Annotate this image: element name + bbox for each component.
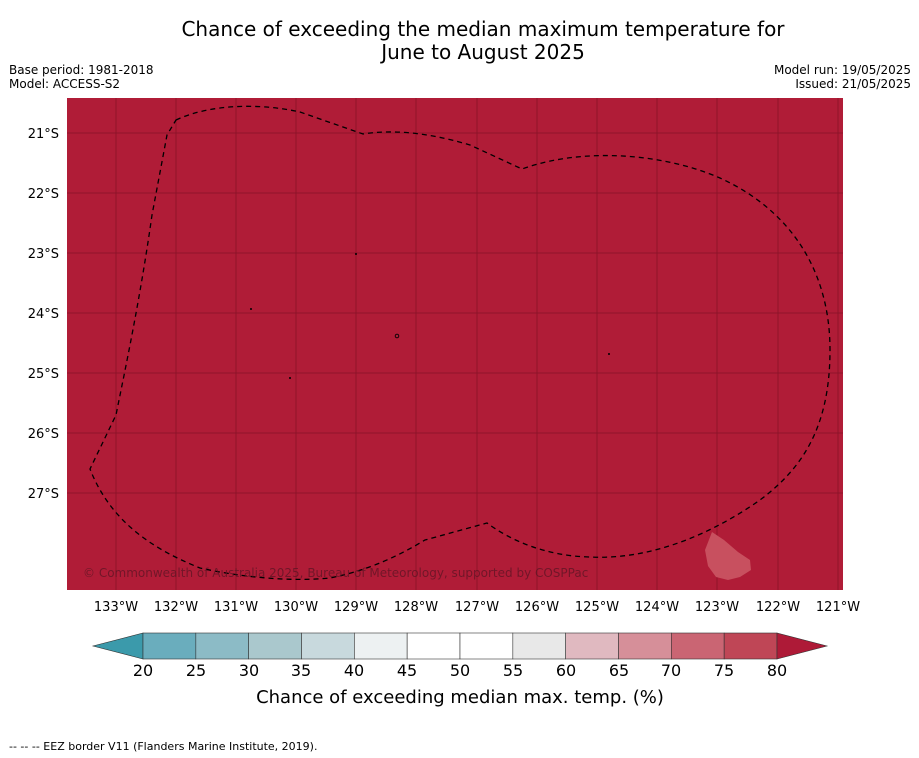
lon-label: 126°W bbox=[515, 600, 559, 615]
colorbar bbox=[91, 632, 829, 660]
meta-left: Base period: 1981-2018 Model: ACCESS-S2 bbox=[9, 63, 154, 91]
lon-label: 125°W bbox=[575, 600, 619, 615]
lat-label: 22°S bbox=[28, 187, 59, 202]
lon-label: 122°W bbox=[756, 600, 800, 615]
title-line-2: June to August 2025 bbox=[381, 40, 585, 64]
lon-label: 131°W bbox=[214, 600, 258, 615]
colorbar-swatch bbox=[512, 632, 566, 660]
colorbar-tick-labels: 20 25 30 35 40 45 50 55 60 65 70 75 80 bbox=[133, 661, 787, 680]
lat-label: 24°S bbox=[28, 307, 59, 322]
colorbar-tick: 80 bbox=[767, 661, 787, 680]
lighter-probability-patch bbox=[705, 532, 751, 580]
lon-label: 133°W bbox=[94, 600, 138, 615]
lon-label: 127°W bbox=[455, 600, 499, 615]
map-area bbox=[67, 98, 843, 590]
base-period: Base period: 1981-2018 bbox=[9, 63, 154, 77]
lat-label: 27°S bbox=[28, 487, 59, 502]
model-name: Model: ACCESS-S2 bbox=[9, 77, 121, 91]
colorbar-swatch bbox=[618, 632, 672, 660]
lat-label: 25°S bbox=[28, 367, 59, 382]
latitude-labels: 21°S 22°S 23°S 24°S 25°S 26°S 27°S bbox=[28, 127, 59, 502]
colorbar-swatch bbox=[142, 632, 197, 660]
lat-label: 26°S bbox=[28, 427, 59, 442]
issued-date: Issued: 21/05/2025 bbox=[795, 77, 911, 91]
colorbar-extend-low bbox=[91, 632, 144, 660]
colorbar-extend-high bbox=[776, 632, 829, 660]
eez-border bbox=[89, 105, 831, 581]
colorbar-tick: 40 bbox=[344, 661, 364, 680]
colorbar-tick: 45 bbox=[397, 661, 417, 680]
colorbar-tick: 30 bbox=[239, 661, 259, 680]
colorbar-swatch bbox=[301, 632, 355, 660]
title-line-1: Chance of exceeding the median maximum t… bbox=[181, 17, 785, 41]
eez-footnote: -- -- -- EEZ border V11 (Flanders Marine… bbox=[9, 740, 318, 753]
lon-label: 124°W bbox=[635, 600, 679, 615]
colorbar-tick: 20 bbox=[133, 661, 153, 680]
lat-label: 21°S bbox=[28, 127, 59, 142]
lon-label: 130°W bbox=[274, 600, 318, 615]
lon-label: 128°W bbox=[394, 600, 438, 615]
map-figure: © Commonwealth of Australia 2025, Bureau… bbox=[28, 98, 860, 708]
colorbar-swatch bbox=[459, 632, 514, 660]
colorbar-swatch bbox=[723, 632, 778, 660]
lon-label: 123°W bbox=[695, 600, 739, 615]
lat-label: 23°S bbox=[28, 247, 59, 262]
colorbar-tick: 65 bbox=[609, 661, 629, 680]
colorbar-tick: 55 bbox=[503, 661, 523, 680]
colorbar-label: Chance of exceeding median max. temp. (%… bbox=[256, 687, 664, 708]
colorbar-swatch bbox=[354, 632, 408, 660]
colorbar-tick: 60 bbox=[556, 661, 576, 680]
lon-label: 129°W bbox=[334, 600, 378, 615]
colorbar-tick: 75 bbox=[714, 661, 734, 680]
colorbar-swatch bbox=[248, 632, 302, 660]
island-marks bbox=[249, 252, 611, 380]
colorbar-tick: 50 bbox=[450, 661, 470, 680]
colorbar-swatch bbox=[195, 632, 249, 660]
longitude-labels: 133°W 132°W 131°W 130°W 129°W 128°W 127°… bbox=[94, 600, 860, 615]
meta-right: Model run: 19/05/2025 Issued: 21/05/2025 bbox=[774, 63, 911, 91]
graticule bbox=[67, 98, 843, 590]
chart-title: Chance of exceeding the median maximum t… bbox=[0, 18, 919, 64]
colorbar-swatch bbox=[406, 632, 461, 660]
colorbar-tick: 35 bbox=[291, 661, 311, 680]
map-copyright: © Commonwealth of Australia 2025, Bureau… bbox=[83, 566, 588, 580]
lon-label: 132°W bbox=[154, 600, 198, 615]
colorbar-swatch bbox=[565, 632, 619, 660]
colorbar-swatch bbox=[671, 632, 725, 660]
colorbar-tick: 25 bbox=[186, 661, 206, 680]
lon-label: 121°W bbox=[816, 600, 860, 615]
model-run: Model run: 19/05/2025 bbox=[773, 63, 911, 77]
colorbar-tick: 70 bbox=[661, 661, 681, 680]
